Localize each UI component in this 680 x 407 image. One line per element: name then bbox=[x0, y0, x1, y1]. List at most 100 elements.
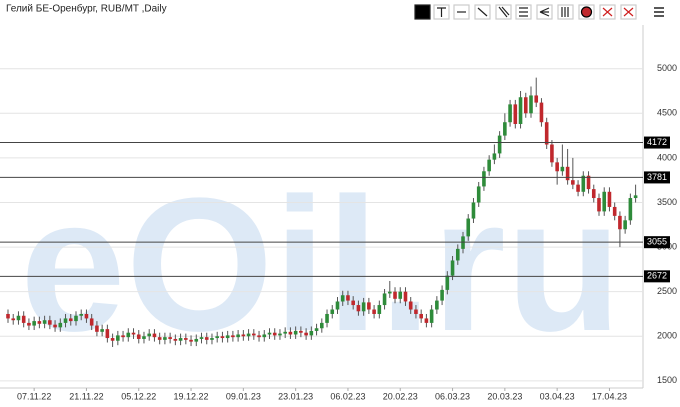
candle-body bbox=[199, 337, 204, 339]
candle-body bbox=[147, 333, 152, 337]
candle-body bbox=[42, 320, 47, 324]
level-label: 3781 bbox=[647, 172, 667, 182]
candle-body bbox=[351, 300, 355, 306]
candle-body bbox=[576, 184, 580, 192]
candle-body bbox=[581, 175, 586, 192]
candle-body bbox=[210, 338, 214, 340]
candle-body bbox=[231, 335, 235, 338]
candle-body bbox=[424, 318, 429, 323]
candle-body bbox=[466, 218, 471, 237]
candle-body bbox=[126, 332, 131, 338]
level-label-box bbox=[644, 171, 670, 184]
y-tick-label: 3500 bbox=[657, 197, 677, 207]
candle-body bbox=[377, 305, 382, 314]
tool-ray[interactable] bbox=[495, 4, 512, 20]
candle-body bbox=[204, 337, 209, 340]
candle-body bbox=[278, 333, 282, 336]
candle-body bbox=[565, 166, 570, 181]
candle-body bbox=[105, 329, 110, 339]
tool-delete[interactable] bbox=[599, 4, 616, 20]
candle-body bbox=[220, 336, 225, 339]
menu-button[interactable] bbox=[654, 7, 664, 17]
y-tick-label: 5000 bbox=[657, 63, 677, 73]
candle-body bbox=[419, 313, 423, 319]
tool-hline[interactable] bbox=[453, 4, 470, 20]
candle-body bbox=[398, 291, 403, 299]
tool-delete-all[interactable] bbox=[620, 4, 637, 20]
candle-body bbox=[555, 162, 559, 172]
candle-body bbox=[267, 332, 272, 335]
candle-body bbox=[518, 97, 523, 124]
candle-body bbox=[403, 291, 408, 302]
candle-body bbox=[272, 332, 277, 336]
candle-body bbox=[387, 291, 392, 294]
candle-body bbox=[497, 135, 502, 154]
tool-channel[interactable] bbox=[515, 4, 532, 20]
chart-title: Гелий БЕ-Оренбург, RUB/MT ,Daily bbox=[6, 3, 167, 15]
candle-body bbox=[471, 202, 476, 219]
candle-body bbox=[246, 333, 251, 337]
tool-fan[interactable] bbox=[536, 4, 553, 20]
candle-body bbox=[95, 325, 99, 332]
candle-body bbox=[320, 322, 324, 329]
candle-body bbox=[618, 215, 622, 230]
candle-body bbox=[68, 318, 73, 322]
candle-body bbox=[168, 337, 172, 339]
candle-body bbox=[27, 322, 31, 326]
candle-body bbox=[84, 313, 89, 319]
candle-body bbox=[633, 195, 638, 199]
candle-body bbox=[440, 289, 444, 301]
tool-fib[interactable] bbox=[557, 4, 574, 20]
y-tick-label: 2000 bbox=[657, 331, 677, 341]
tool-trend[interactable] bbox=[474, 4, 491, 20]
level-label: 2672 bbox=[647, 271, 667, 281]
tool-color[interactable] bbox=[414, 4, 431, 20]
tool-arc[interactable] bbox=[578, 4, 595, 20]
candle-body bbox=[503, 122, 507, 136]
candle-body bbox=[163, 337, 167, 340]
watermark: eOil.ru bbox=[20, 159, 622, 371]
level-label-box bbox=[644, 136, 670, 149]
candle-body bbox=[184, 338, 188, 340]
candle-body bbox=[309, 330, 314, 336]
x-tick-label: 05.12.22 bbox=[121, 391, 156, 401]
candle-body bbox=[508, 104, 512, 123]
candle-body bbox=[152, 333, 157, 338]
candle-body bbox=[476, 186, 481, 203]
x-tick-label: 06.02.23 bbox=[330, 391, 365, 401]
candle-body bbox=[513, 104, 518, 124]
candle-body bbox=[571, 180, 575, 185]
x-tick-label: 09.01.23 bbox=[226, 391, 261, 401]
candle-body bbox=[136, 334, 141, 339]
candle-body bbox=[262, 334, 267, 338]
tool-text[interactable] bbox=[433, 4, 450, 20]
toolbar bbox=[414, 4, 664, 20]
candle-body bbox=[58, 322, 63, 328]
candle-body bbox=[340, 295, 345, 302]
candle-body bbox=[523, 97, 528, 114]
candle-body bbox=[372, 309, 376, 314]
candle-body bbox=[283, 331, 287, 334]
candle-body bbox=[591, 189, 596, 199]
candle-body bbox=[48, 320, 52, 325]
candle-body bbox=[288, 331, 293, 335]
candle-body bbox=[252, 333, 256, 336]
candle-body bbox=[539, 102, 544, 123]
candle-body bbox=[435, 300, 439, 310]
x-tick-label: 20.03.23 bbox=[487, 391, 522, 401]
y-tick-label: 2500 bbox=[657, 286, 677, 296]
candle-body bbox=[314, 328, 319, 331]
candle-body bbox=[131, 332, 136, 335]
x-tick-label: 03.04.23 bbox=[540, 391, 575, 401]
candle-body bbox=[455, 248, 460, 261]
candle-body bbox=[189, 339, 193, 342]
candle-body bbox=[544, 122, 549, 145]
x-tick-label: 23.01.23 bbox=[278, 391, 313, 401]
candle-body bbox=[612, 206, 617, 216]
x-tick-label: 20.02.23 bbox=[383, 391, 418, 401]
candle-body bbox=[215, 336, 219, 339]
level-label: 3055 bbox=[647, 237, 667, 247]
candle-body bbox=[330, 309, 335, 314]
candle-body bbox=[37, 321, 42, 324]
